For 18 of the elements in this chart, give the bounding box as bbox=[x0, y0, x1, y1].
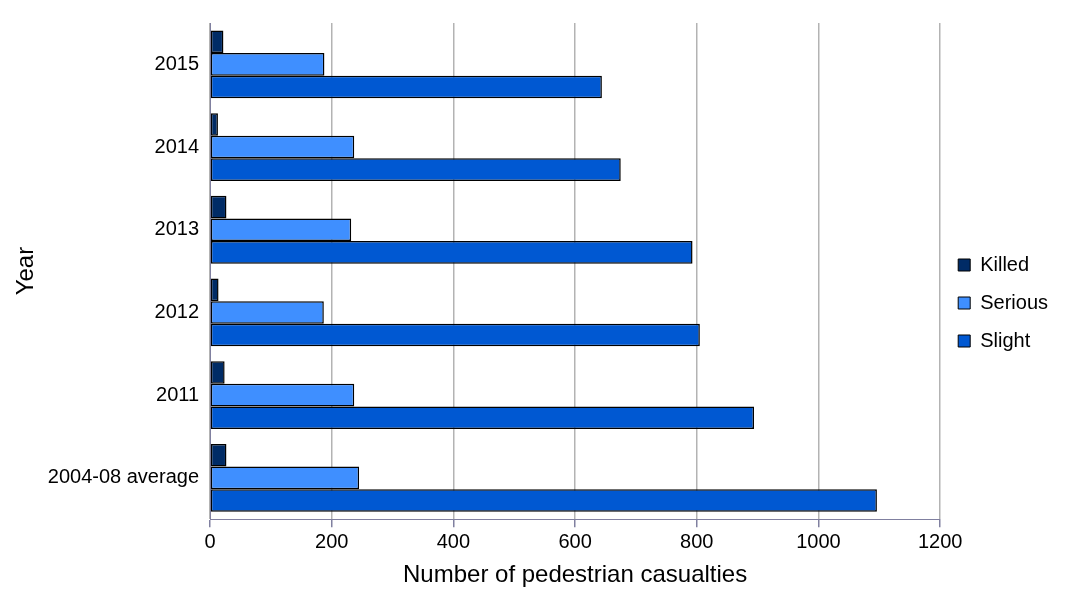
x-axis-title: Number of pedestrian casualties bbox=[403, 560, 748, 588]
y-tick-label: 2014 bbox=[154, 134, 200, 157]
y-tick-label: 2011 bbox=[156, 382, 200, 405]
y-axis-title: Year bbox=[11, 246, 39, 296]
legend-label: Serious bbox=[980, 290, 1048, 313]
x-tick-label: 0 bbox=[204, 529, 216, 552]
y-tick-label: 2012 bbox=[154, 299, 200, 322]
y-tick-label: 2004-08 average bbox=[47, 465, 200, 488]
x-tick-label: 1200 bbox=[917, 529, 963, 552]
legend-label: Killed bbox=[980, 252, 1030, 275]
legend-label: Slight bbox=[980, 328, 1031, 351]
y-tick-label: 2015 bbox=[154, 51, 200, 74]
x-tick-label: 600 bbox=[558, 529, 592, 552]
x-tick-label: 200 bbox=[315, 529, 349, 552]
x-tick-label: 800 bbox=[680, 529, 714, 552]
y-tick-label: 2013 bbox=[154, 217, 200, 240]
x-tick-label: 400 bbox=[436, 529, 471, 552]
x-tick-label: 1000 bbox=[796, 529, 841, 552]
